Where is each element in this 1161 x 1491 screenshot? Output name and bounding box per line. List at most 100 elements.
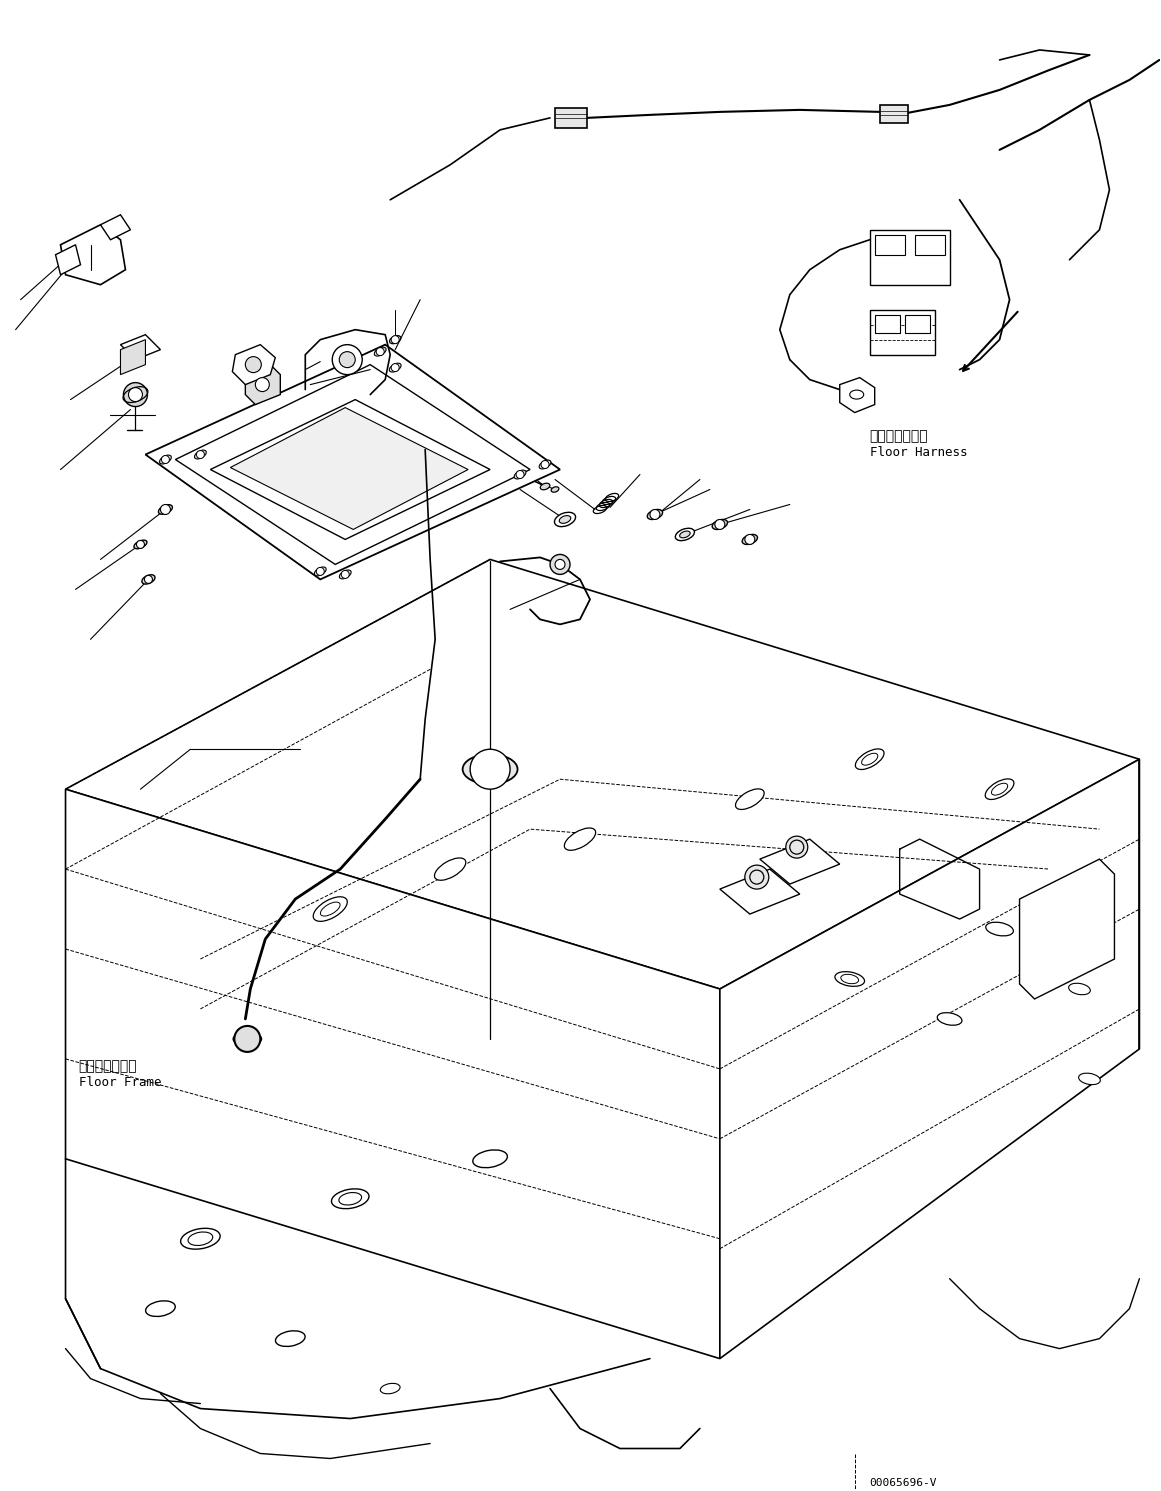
Polygon shape <box>720 759 1139 1358</box>
Ellipse shape <box>712 519 728 529</box>
Ellipse shape <box>434 857 466 880</box>
Ellipse shape <box>462 754 518 784</box>
Circle shape <box>745 865 769 889</box>
Polygon shape <box>245 365 280 404</box>
Circle shape <box>750 871 764 884</box>
Circle shape <box>745 534 755 544</box>
Ellipse shape <box>648 510 663 519</box>
Ellipse shape <box>339 1193 361 1205</box>
Ellipse shape <box>381 1384 401 1394</box>
Ellipse shape <box>742 534 757 544</box>
Ellipse shape <box>195 450 207 459</box>
Polygon shape <box>121 334 160 359</box>
Ellipse shape <box>473 1150 507 1167</box>
Bar <box>904 315 930 332</box>
Ellipse shape <box>937 1012 962 1026</box>
Ellipse shape <box>374 347 387 356</box>
Polygon shape <box>230 407 468 529</box>
Circle shape <box>161 456 170 464</box>
Ellipse shape <box>313 896 347 921</box>
Circle shape <box>255 377 269 392</box>
Polygon shape <box>60 225 125 285</box>
Ellipse shape <box>560 516 571 523</box>
Bar <box>915 234 945 255</box>
Circle shape <box>650 510 659 519</box>
Ellipse shape <box>339 570 351 579</box>
Text: フロアフレーム: フロアフレーム <box>79 1059 137 1074</box>
Ellipse shape <box>991 783 1008 795</box>
Polygon shape <box>145 344 560 580</box>
Ellipse shape <box>986 778 1014 799</box>
Bar <box>874 234 904 255</box>
Ellipse shape <box>188 1232 212 1245</box>
Ellipse shape <box>332 1188 369 1209</box>
Polygon shape <box>232 344 275 385</box>
Bar <box>880 104 908 122</box>
Ellipse shape <box>735 789 764 810</box>
Ellipse shape <box>861 753 878 765</box>
Ellipse shape <box>181 1229 221 1249</box>
Polygon shape <box>759 839 839 884</box>
Ellipse shape <box>159 455 172 464</box>
Polygon shape <box>101 215 130 240</box>
Ellipse shape <box>856 748 884 769</box>
Ellipse shape <box>315 567 326 576</box>
Circle shape <box>245 356 261 373</box>
Ellipse shape <box>540 483 550 491</box>
Ellipse shape <box>551 486 558 492</box>
Bar <box>555 107 587 128</box>
Polygon shape <box>56 245 80 274</box>
Circle shape <box>555 559 565 570</box>
Ellipse shape <box>1079 1074 1101 1084</box>
Circle shape <box>235 1026 260 1053</box>
Ellipse shape <box>389 364 401 373</box>
Circle shape <box>316 568 324 576</box>
Polygon shape <box>121 340 145 374</box>
Circle shape <box>470 750 510 789</box>
Circle shape <box>341 571 349 579</box>
Ellipse shape <box>1068 983 1090 994</box>
Circle shape <box>144 576 152 583</box>
Polygon shape <box>65 559 1139 989</box>
Polygon shape <box>1019 859 1115 999</box>
Bar <box>870 230 950 285</box>
Text: Floor Frame: Floor Frame <box>79 1077 161 1088</box>
Ellipse shape <box>841 974 859 984</box>
Ellipse shape <box>158 504 173 514</box>
Circle shape <box>786 836 808 859</box>
Circle shape <box>160 504 171 514</box>
Ellipse shape <box>564 828 596 850</box>
Text: 00065696-V: 00065696-V <box>870 1479 937 1488</box>
Circle shape <box>550 555 570 574</box>
Circle shape <box>391 335 399 343</box>
Ellipse shape <box>679 531 690 538</box>
Bar <box>870 310 935 355</box>
Ellipse shape <box>986 923 1014 936</box>
Polygon shape <box>65 789 720 1358</box>
Circle shape <box>332 344 362 374</box>
Circle shape <box>339 352 355 368</box>
Ellipse shape <box>233 1032 261 1045</box>
Circle shape <box>517 471 524 479</box>
Ellipse shape <box>145 1300 175 1317</box>
Bar <box>874 315 900 332</box>
Ellipse shape <box>390 335 401 344</box>
Ellipse shape <box>142 574 156 584</box>
Circle shape <box>123 383 147 407</box>
Circle shape <box>196 450 204 459</box>
Ellipse shape <box>555 513 576 526</box>
Circle shape <box>376 347 384 356</box>
Circle shape <box>129 388 143 401</box>
Circle shape <box>541 461 549 468</box>
Text: Floor Harness: Floor Harness <box>870 446 967 459</box>
Ellipse shape <box>676 528 694 541</box>
Circle shape <box>137 540 144 549</box>
Ellipse shape <box>275 1331 305 1346</box>
Circle shape <box>789 839 803 854</box>
Ellipse shape <box>514 470 526 479</box>
Polygon shape <box>210 400 490 540</box>
Circle shape <box>715 519 724 529</box>
Polygon shape <box>175 365 531 565</box>
Ellipse shape <box>850 391 864 400</box>
Ellipse shape <box>134 540 147 549</box>
